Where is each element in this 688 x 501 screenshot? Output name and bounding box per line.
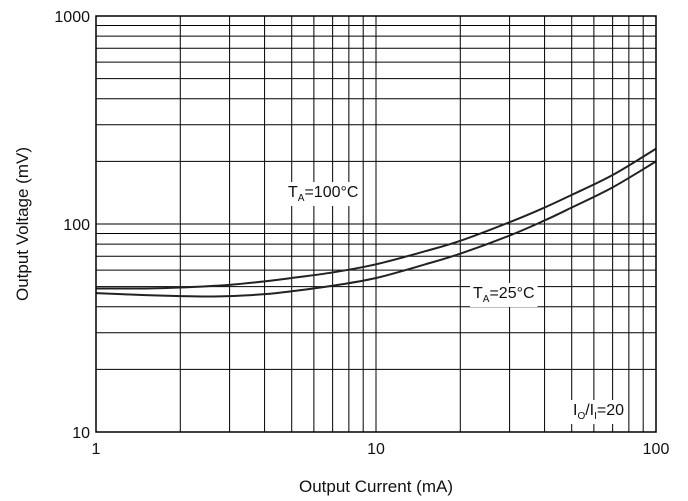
annotation-subscript: A (483, 294, 490, 305)
annotation-subscript: A (298, 193, 305, 204)
annotation-subscript: O (577, 411, 585, 422)
x-tick-label: 10 (367, 441, 385, 458)
series-line-ta-100c (95, 147, 657, 290)
x-tick-label: 100 (643, 441, 670, 458)
annotation-rest: =25°C (489, 285, 534, 302)
annotation-current-ratio: IO/II=20 (570, 400, 628, 424)
y-tick-label: 100 (63, 217, 90, 234)
y-tick-label: 10 (72, 425, 90, 442)
annotation-main: T (288, 184, 298, 201)
annotation-subscript-2: I (594, 411, 597, 422)
series (95, 147, 657, 298)
annotation-background (285, 182, 362, 206)
series-line-ta-25c (95, 160, 657, 298)
y-axis-title: Output Voltage (mV) (13, 147, 32, 301)
annotation-ta-25c: TA=25°C (470, 283, 538, 307)
annotation-main: I (573, 402, 577, 419)
x-tick-label: 1 (92, 441, 101, 458)
annotation-background (470, 283, 538, 307)
y-tick-label: 1000 (54, 9, 90, 26)
annotation-rest: =20 (597, 402, 624, 419)
x-axis-title: Output Current (mA) (299, 477, 453, 496)
grid (96, 16, 656, 432)
plot-frame (95, 15, 657, 433)
annotation-ta-100c-label: TA=100°C (288, 184, 358, 204)
annotation-current-ratio-label: IO/II=20 (573, 402, 624, 422)
annotation-mid: /I (585, 402, 594, 419)
annotation-main: T (473, 285, 483, 302)
annotation-ta-25c-label: TA=25°C (473, 285, 535, 305)
annotation-background (570, 400, 628, 424)
annotation-ta-100c: TA=100°C (285, 182, 362, 206)
annotation-rest: =100°C (304, 184, 358, 201)
